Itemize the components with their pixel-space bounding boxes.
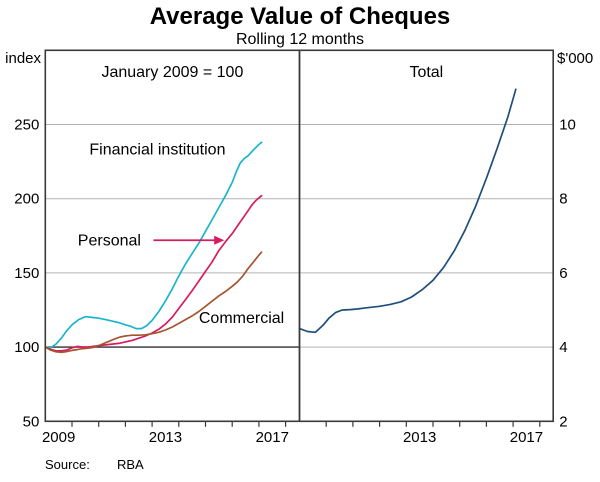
y-tick-label: 10 (559, 117, 576, 134)
left-axis-unit-label: index (5, 50, 41, 67)
x-tick-label: 2013 (149, 429, 182, 446)
chart-body: 2009 2013 2017 50 100 150 200 250 January 2009 =… (14, 64, 576, 446)
x-tick-label: 2017 (256, 429, 289, 446)
series-label-financial-institution: Financial institution (89, 142, 225, 159)
chart-title: Average Value of Cheques (150, 3, 451, 30)
source-note: Source: RBA (45, 457, 144, 472)
chart-subtitle: Rolling 12 months (236, 31, 364, 48)
x-tick-label: 2009 (42, 429, 75, 446)
y-tick-label: 100 (14, 339, 39, 356)
y-tick-label: 2 (559, 413, 567, 430)
source-value: RBA (117, 457, 144, 472)
series-label-personal: Personal (78, 232, 141, 249)
source-label: Source: (45, 457, 90, 472)
chart-frame (44, 49, 554, 423)
y-tick-label: 8 (559, 191, 567, 208)
series-label-commercial: Commercial (199, 310, 284, 327)
y-tick-label: 200 (14, 191, 39, 208)
y-tick-label: 6 (559, 265, 567, 282)
right-axis-unit-label: $'000 (557, 50, 593, 67)
series-line-commercial (44, 251, 263, 354)
panel-label-left: January 2009 = 100 (101, 64, 243, 81)
series-line-total (298, 88, 517, 334)
y-tick-label: 150 (14, 265, 39, 282)
y-tick-label: 4 (559, 339, 567, 356)
x-tick-label: 2013 (403, 429, 436, 446)
personal-arrow-head (214, 235, 225, 245)
x-tick-label: 2017 (510, 429, 543, 446)
y-tick-label: 50 (23, 413, 40, 430)
y-tick-label: 250 (14, 117, 39, 134)
series-line-financial-institution (44, 141, 263, 349)
panel-label-right: Total (409, 64, 443, 81)
